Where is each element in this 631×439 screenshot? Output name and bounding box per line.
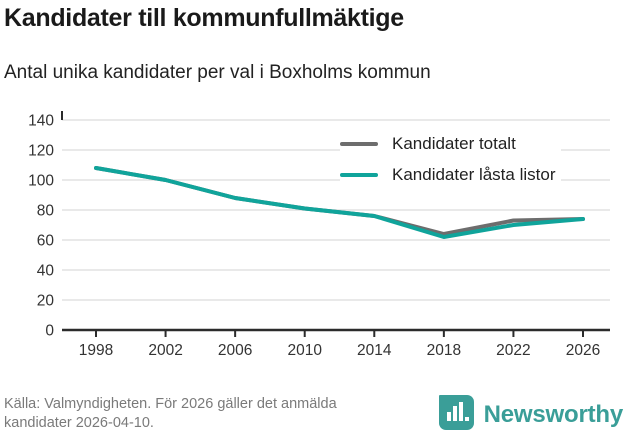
source-note: Källa: Valmyndigheten. För 2026 gäller d… xyxy=(4,395,337,432)
chart-legend: Kandidater totalt Kandidater låsta listor xyxy=(340,132,562,187)
y-axis-tick-label: 80 xyxy=(37,203,55,220)
x-axis-tick-label: 2026 xyxy=(566,342,600,359)
legend-label: Kandidater låsta listor xyxy=(392,165,556,184)
newsworthy-brand[interactable]: Newsworthy xyxy=(438,394,623,436)
legend-swatch xyxy=(340,142,378,146)
x-axis-tick-label: 1998 xyxy=(79,342,113,359)
x-axis-tick-label: 2006 xyxy=(218,342,252,359)
x-axis-tick-label: 2014 xyxy=(357,342,392,359)
y-axis-tick-label: 100 xyxy=(28,173,54,190)
source-note-line2: kandidater 2026-04-10. xyxy=(4,414,154,431)
footer: Källa: Valmyndigheten. För 2026 gäller d… xyxy=(0,393,631,439)
legend-item: Kandidater totalt xyxy=(340,132,562,156)
x-axis-tick-label: 2022 xyxy=(496,342,530,359)
x-axis-tick-label: 2018 xyxy=(427,342,461,359)
x-axis-tick-label: 2010 xyxy=(287,342,322,359)
y-axis-tick-label: 60 xyxy=(37,233,55,250)
legend-item: Kandidater låsta listor xyxy=(340,163,562,187)
y-axis-tick-label: 120 xyxy=(28,143,54,160)
y-axis-tick-label: 40 xyxy=(37,263,55,280)
legend-label: Kandidater totalt xyxy=(392,134,516,153)
y-axis-tick-label: 20 xyxy=(37,293,55,310)
page-title: Kandidater till kommunfullmäktige xyxy=(4,4,404,32)
page-subtitle: Antal unika kandidater per val i Boxholm… xyxy=(4,62,431,83)
y-axis-tick-label: 140 xyxy=(28,113,54,130)
newsworthy-logo-icon xyxy=(438,394,475,436)
source-note-line1: Källa: Valmyndigheten. För 2026 gäller d… xyxy=(4,396,337,412)
x-axis-tick-label: 2002 xyxy=(148,342,182,359)
legend-swatch xyxy=(340,173,378,177)
newsworthy-wordmark: Newsworthy xyxy=(483,401,624,428)
y-axis-tick-label: 0 xyxy=(45,323,54,340)
series-line-kandidater-l-sta-listor xyxy=(94,166,585,239)
